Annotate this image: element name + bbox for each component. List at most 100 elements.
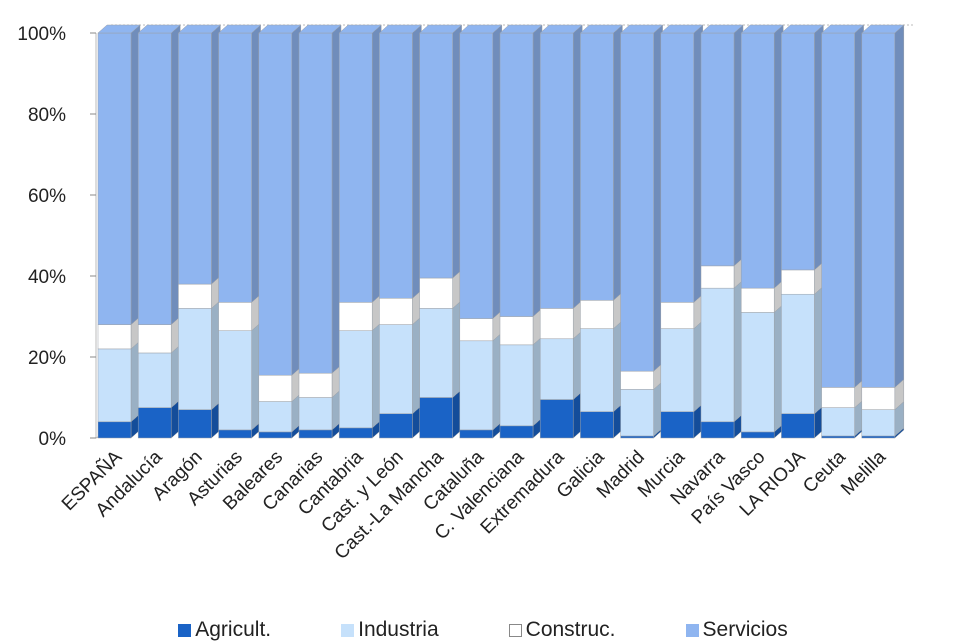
bar-segment: [459, 24, 503, 320]
bar-front: [580, 32, 614, 301]
bar-front: [861, 387, 896, 410]
y-tick-label: 60%: [28, 186, 66, 207]
bar-segment: [338, 322, 382, 429]
bar-front: [137, 352, 172, 408]
bar-segment: [218, 322, 261, 431]
bar-segment: [740, 24, 784, 289]
bar-top: [459, 24, 503, 34]
bar-top: [217, 24, 262, 34]
bar-front: [298, 429, 333, 439]
bar-front: [821, 387, 855, 408]
y-tick-label: 40%: [28, 267, 66, 288]
bar-top: [298, 24, 342, 34]
bar-front: [298, 372, 333, 398]
bar-segment: [379, 24, 422, 299]
bar-segment: [660, 320, 704, 413]
bar-front: [97, 421, 132, 439]
bar-segment: [620, 24, 663, 372]
bar-top: [740, 24, 784, 34]
bar-segment: [97, 340, 141, 423]
bar-segment: [137, 399, 181, 439]
bar-segment: [178, 275, 221, 309]
bar-segment: [700, 279, 744, 423]
bar-top: [619, 24, 664, 34]
bar-front: [97, 32, 132, 325]
bar-front: [620, 389, 654, 437]
bar-front: [660, 32, 695, 303]
legend-label-servicios: Servicios: [702, 618, 788, 641]
bar-segment: [338, 419, 382, 439]
bar-front: [580, 328, 614, 412]
bar-front: [821, 32, 855, 388]
bar-front: [137, 407, 172, 439]
bar-top: [97, 24, 141, 34]
bar-front: [97, 324, 132, 350]
bar-front: [178, 409, 212, 439]
bar-front: [218, 330, 252, 431]
bar-front: [539, 308, 574, 340]
legend-item-agricultura: Agricult.: [178, 618, 271, 642]
bar-segment: [258, 392, 302, 433]
bar-front: [459, 318, 494, 342]
bar-front: [821, 435, 855, 439]
bar-segment: [178, 299, 221, 411]
bar-front: [459, 32, 494, 319]
legend-label-agricultura: Agricult.: [195, 618, 272, 641]
bar-segment: [660, 293, 704, 330]
bar-segment: [539, 330, 583, 401]
bar-segment: [379, 289, 422, 326]
bar-segment: [499, 24, 543, 318]
bar-front: [861, 409, 896, 437]
legend-swatch-industria: [341, 623, 355, 637]
bar-front: [419, 32, 453, 279]
y-tick-label: 20%: [28, 348, 66, 369]
bar-top: [539, 24, 583, 34]
bar-front: [419, 397, 453, 439]
bar-front: [700, 421, 735, 439]
bar-segment: [781, 285, 824, 415]
legend-item-servicios: Servicios: [685, 618, 788, 642]
bar-front: [781, 32, 815, 271]
bar-segment: [97, 24, 141, 326]
bar-front: [821, 407, 855, 437]
bar-front: [861, 435, 896, 439]
bar-segment: [419, 388, 462, 439]
bar-segment: [620, 362, 663, 390]
bar-front: [218, 429, 252, 439]
bar-segment: [338, 24, 382, 303]
legend-swatch-construccion: [508, 623, 522, 637]
bar-front: [137, 324, 172, 354]
bar-segment: [218, 24, 261, 303]
bar-top: [861, 24, 905, 34]
bar-segment: [740, 303, 784, 433]
bar-front: [419, 277, 453, 309]
bars: [97, 24, 905, 439]
bar-front: [419, 308, 453, 398]
bar-segment: [218, 293, 261, 332]
bar-front: [379, 413, 413, 439]
bar-front: [781, 413, 815, 439]
bar-top: [780, 24, 825, 34]
legend-label-construccion: Construc.: [525, 618, 616, 641]
bar-front: [379, 32, 413, 299]
bar-front: [740, 32, 775, 289]
bar-segment: [338, 293, 382, 332]
bar-segment: [97, 316, 141, 350]
bar-front: [499, 32, 534, 317]
bar-front: [459, 340, 494, 431]
bar-front: [781, 293, 815, 414]
bar-segment: [379, 316, 422, 415]
bar-front: [861, 32, 896, 388]
bar-segment: [499, 417, 543, 439]
bar-front: [218, 302, 252, 331]
bar-front: [499, 425, 534, 439]
bar-front: [97, 348, 132, 423]
bar-segment: [379, 405, 422, 439]
bar-front: [218, 32, 252, 303]
bar-front: [700, 287, 735, 423]
bar-segment: [539, 24, 583, 309]
bar-segment: [821, 24, 864, 388]
x-axis: ESPAÑAAndalucíaAragónAsturiasBalearesCan…: [57, 446, 890, 564]
bar-segment: [861, 378, 905, 411]
